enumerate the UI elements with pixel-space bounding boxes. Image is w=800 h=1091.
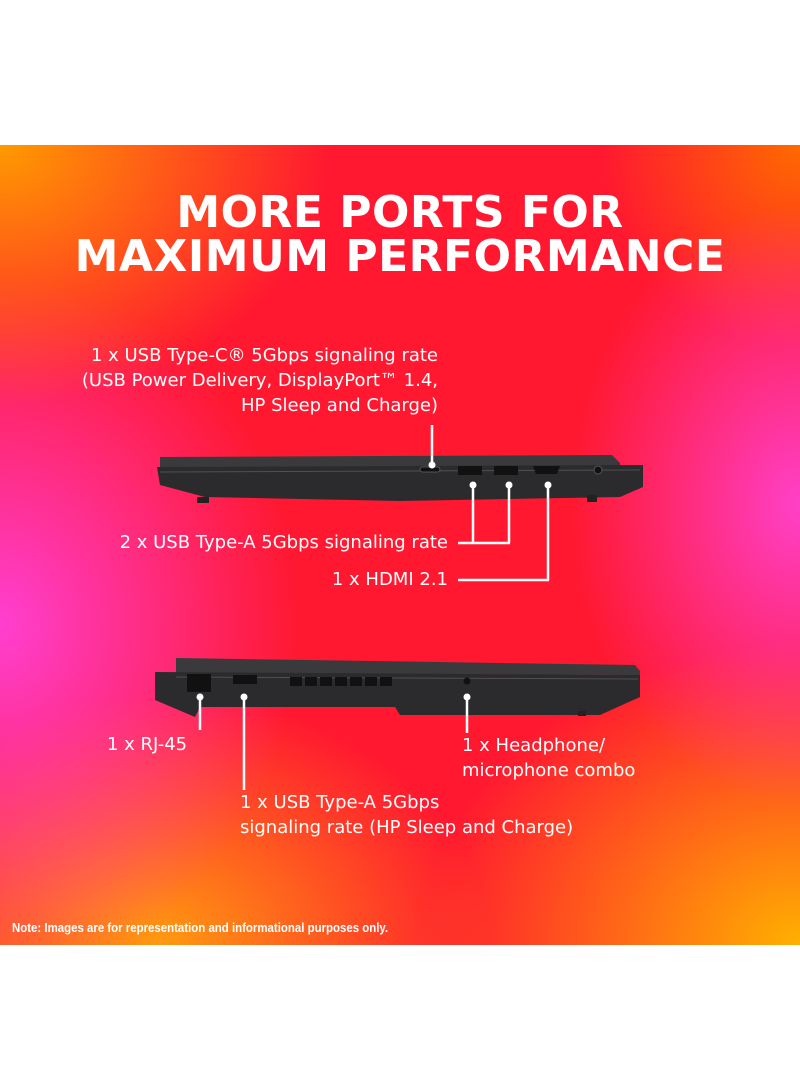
usb-c-label-line-1: 1 x USB Type-C® 5Gbps signaling rate <box>90 345 438 366</box>
laptop-left-side <box>155 658 640 717</box>
rj45-label: 1 x RJ-45 <box>107 734 188 755</box>
headline-line-1: MORE PORTS FOR <box>176 187 624 238</box>
callout-lines <box>196 425 552 790</box>
usb-a-left-label-line-2: signaling rate (HP Sleep and Charge) <box>240 817 574 838</box>
headphone-label-line-2: microphone combo <box>462 760 636 781</box>
usb-a-left-label-line-1: 1 x USB Type-A 5Gbps <box>240 792 440 813</box>
laptop-illustrations <box>155 425 643 790</box>
hdmi-label: 1 x HDMI 2.1 <box>331 569 448 590</box>
headphone-label-line-1: 1 x Headphone/ <box>462 735 606 756</box>
headline-line-2: MAXIMUM PERFORMANCE <box>74 231 726 282</box>
usb-a-right-label: 2 x USB Type-A 5Gbps signaling rate <box>119 532 448 553</box>
usb-c-label-line-3: HP Sleep and Charge) <box>240 395 438 416</box>
laptop-right-side <box>157 455 643 503</box>
promo-panel: MORE PORTS FOR MAXIMUM PERFORMANCE <box>0 145 800 945</box>
usb-c-label-line-2: (USB Power Delivery, DisplayPort™ 1.4, <box>81 370 438 391</box>
disclaimer-note: Note: Images are for representation and … <box>12 920 389 935</box>
